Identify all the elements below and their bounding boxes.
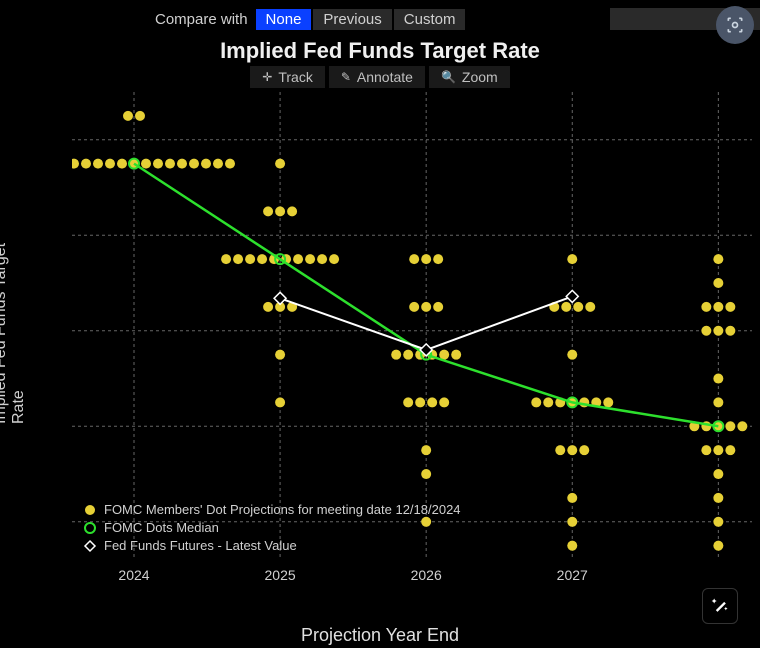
svg-text:Fed Funds Futures - Latest Val: Fed Funds Futures - Latest Value [104,538,297,553]
compare-option-none[interactable]: None [256,9,312,30]
chart-title: Implied Fed Funds Target Rate [0,38,760,64]
compare-option-previous[interactable]: Previous [313,9,391,30]
chart-tools: ✛Track ✎Annotate 🔍Zoom [0,66,760,88]
compare-label: Compare with [155,11,248,28]
zoom-tool[interactable]: 🔍Zoom [429,66,510,88]
svg-text:FOMC Members' Dot Projections: FOMC Members' Dot Projections for meetin… [104,502,461,517]
chart-plot: 2.503.003.504.004.502024202520262027FOMC… [72,36,752,592]
compare-option-custom[interactable]: Custom [394,9,466,30]
annotate-tool[interactable]: ✎Annotate [329,66,425,88]
crosshair-icon: ✛ [262,70,272,84]
svg-text:FOMC Dots Median: FOMC Dots Median [104,520,219,535]
compare-toolbar: Compare with None Previous Custom [0,6,760,32]
svg-text:2025: 2025 [265,567,296,583]
screenshot-icon[interactable] [716,6,754,44]
track-tool[interactable]: ✛Track [250,66,325,88]
svg-text:2024: 2024 [118,567,149,583]
svg-text:2027: 2027 [557,567,588,583]
magic-wand-button[interactable] [702,588,738,624]
svg-text:2026: 2026 [411,567,442,583]
x-axis-label: Projection Year End [0,625,760,646]
pencil-icon: ✎ [341,70,351,84]
magnifier-icon: 🔍 [441,70,456,84]
